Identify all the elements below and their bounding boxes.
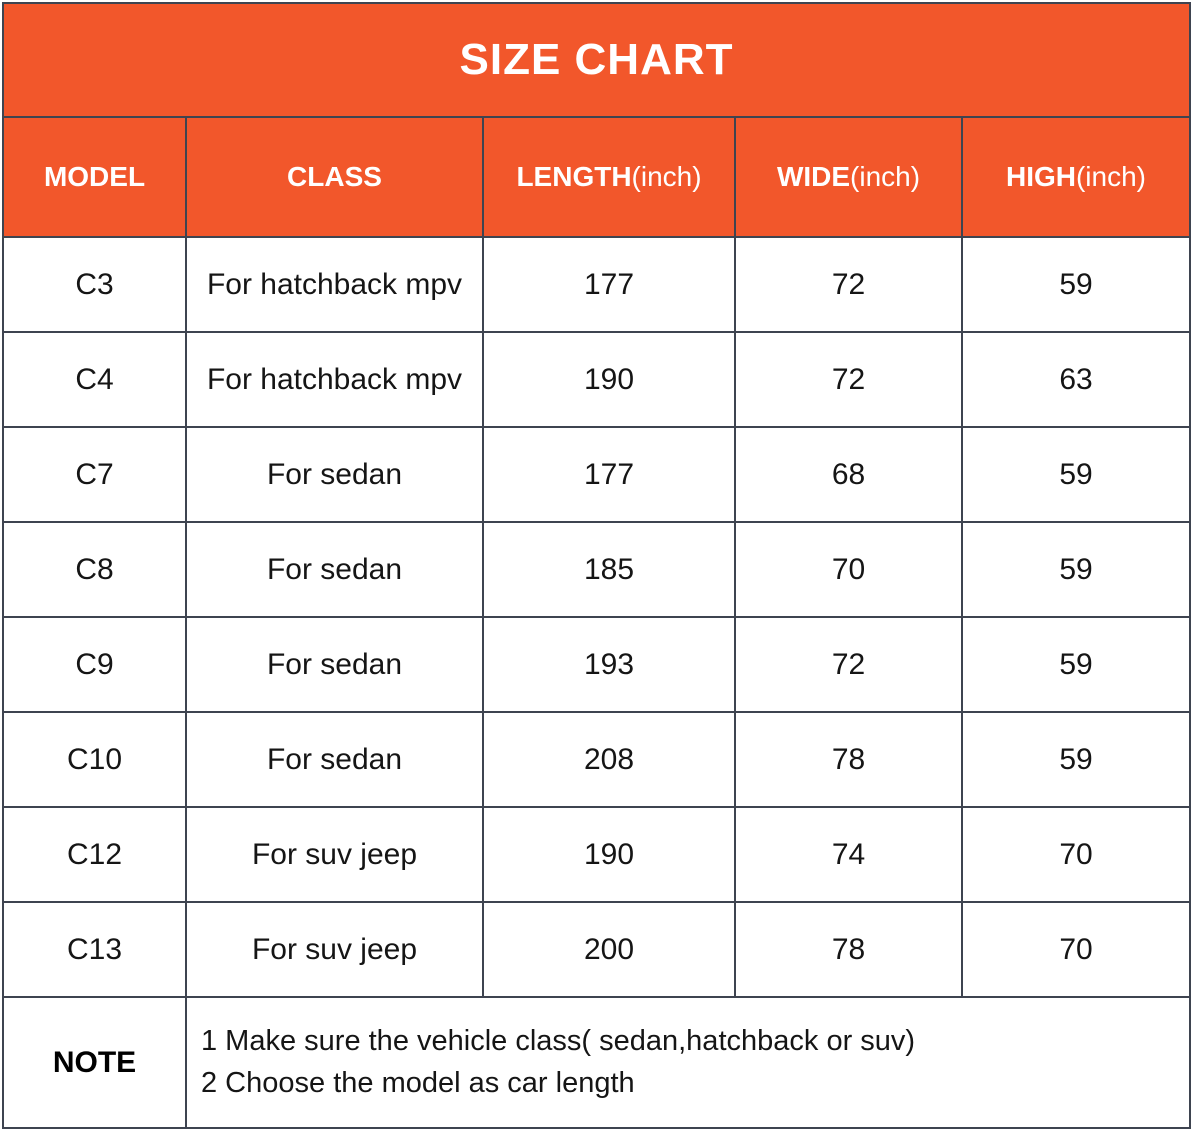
cell-wide: 78 — [736, 713, 963, 808]
cell-length: 177 — [484, 428, 736, 523]
column-header-class-label: CLASS — [287, 161, 382, 192]
column-header-wide-unit: (inch) — [850, 161, 921, 192]
cell-class: For sedan — [187, 428, 484, 523]
cell-model: C4 — [4, 333, 187, 428]
column-header-model: MODEL — [4, 118, 187, 238]
cell-wide: 74 — [736, 808, 963, 903]
column-header-class: CLASS — [187, 118, 484, 238]
cell-length: 208 — [484, 713, 736, 808]
cell-model: C8 — [4, 523, 187, 618]
cell-length: 200 — [484, 903, 736, 998]
cell-length: 185 — [484, 523, 736, 618]
cell-model: C12 — [4, 808, 187, 903]
column-header-wide-label: WIDE — [776, 161, 851, 192]
cell-high: 59 — [963, 428, 1189, 523]
cell-high: 63 — [963, 333, 1189, 428]
cell-model: C7 — [4, 428, 187, 523]
cell-model: C3 — [4, 238, 187, 333]
cell-wide: 70 — [736, 523, 963, 618]
cell-class: For hatchback mpv — [187, 238, 484, 333]
cell-class: For hatchback mpv — [187, 333, 484, 428]
cell-wide: 72 — [736, 618, 963, 713]
column-header-model-label: MODEL — [43, 161, 146, 192]
cell-length: 193 — [484, 618, 736, 713]
cell-model: C10 — [4, 713, 187, 808]
note-line-2: 2 Choose the model as car length — [201, 1066, 635, 1099]
column-header-length: LENGTH (inch) — [484, 118, 736, 238]
cell-wide: 72 — [736, 238, 963, 333]
column-header-length-label: LENGTH — [516, 161, 632, 192]
cell-high: 59 — [963, 238, 1189, 333]
cell-wide: 68 — [736, 428, 963, 523]
cell-length: 190 — [484, 333, 736, 428]
column-header-high-unit: (inch) — [1075, 161, 1146, 192]
cell-high: 70 — [963, 808, 1189, 903]
cell-high: 59 — [963, 713, 1189, 808]
cell-wide: 72 — [736, 333, 963, 428]
cell-class: For sedan — [187, 618, 484, 713]
cell-length: 190 — [484, 808, 736, 903]
column-header-length-unit: (inch) — [631, 161, 702, 192]
note-line-1: 1 Make sure the vehicle class( sedan,hat… — [201, 1025, 916, 1058]
cell-class: For suv jeep — [187, 808, 484, 903]
cell-length: 177 — [484, 238, 736, 333]
cell-high: 70 — [963, 903, 1189, 998]
column-header-wide: WIDE (inch) — [736, 118, 963, 238]
cell-high: 59 — [963, 523, 1189, 618]
chart-title: SIZE CHART — [4, 4, 1189, 118]
cell-class: For suv jeep — [187, 903, 484, 998]
column-header-high: HIGH (inch) — [963, 118, 1189, 238]
cell-class: For sedan — [187, 523, 484, 618]
note-label: NOTE — [4, 998, 187, 1127]
column-header-high-label: HIGH — [1005, 161, 1076, 192]
cell-model: C13 — [4, 903, 187, 998]
cell-class: For sedan — [187, 713, 484, 808]
cell-high: 59 — [963, 618, 1189, 713]
cell-model: C9 — [4, 618, 187, 713]
cell-wide: 78 — [736, 903, 963, 998]
note-content: 1 Make sure the vehicle class( sedan,hat… — [187, 998, 1189, 1127]
